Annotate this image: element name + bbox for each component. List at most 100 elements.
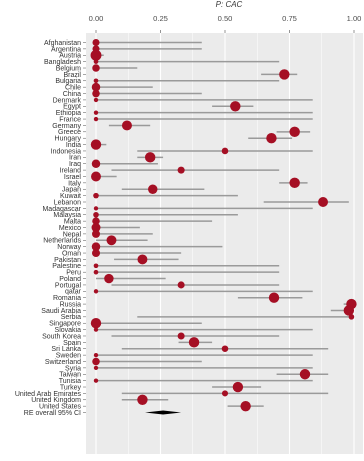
point-estimate <box>348 314 355 320</box>
country-label: Japan <box>62 187 81 194</box>
point-estimate <box>137 254 148 265</box>
point-estimate <box>93 269 99 275</box>
country-label: Peru <box>66 270 81 277</box>
point-estimate <box>230 101 241 112</box>
point-estimate <box>144 152 156 163</box>
country-label: Poland <box>59 276 81 283</box>
x-axis-title: P: CAC <box>216 0 243 9</box>
point-estimates <box>90 38 357 412</box>
grid-lines <box>95 33 355 454</box>
point-estimate <box>93 59 99 64</box>
x-tick-label: 1.00 <box>347 14 362 23</box>
country-label: Indonesia <box>51 148 81 155</box>
country-label: Saudi Arabia <box>41 308 81 315</box>
point-estimate <box>240 400 251 412</box>
country-label: Slovakia <box>55 327 82 334</box>
country-label: Iran <box>69 155 81 162</box>
point-estimate <box>122 120 132 131</box>
point-estimate <box>318 197 329 207</box>
country-label: France <box>59 116 81 123</box>
country-label: Norway <box>57 244 81 251</box>
country-label: United Arab Emirates <box>15 391 82 398</box>
point-estimate <box>93 327 99 332</box>
country-label: Germany <box>52 123 81 130</box>
point-estimate <box>90 139 102 150</box>
point-estimate <box>232 381 244 393</box>
point-estimate <box>93 116 99 122</box>
point-estimate <box>93 211 99 218</box>
point-estimate <box>92 89 100 98</box>
country-label: Nepal <box>63 231 82 238</box>
point-estimate <box>104 273 114 284</box>
point-estimate <box>92 64 100 72</box>
point-estimate <box>92 229 100 238</box>
country-label: Malta <box>64 219 81 226</box>
country-label: Ireland <box>60 168 82 175</box>
country-label: Afghanistan <box>44 40 81 47</box>
country-label: Israel <box>64 174 82 181</box>
country-label: Ethiopia <box>56 110 81 117</box>
point-estimate <box>221 147 229 155</box>
country-label: Hungary <box>55 136 82 143</box>
point-estimate <box>148 184 158 194</box>
point-estimate <box>90 318 102 329</box>
point-estimate <box>93 206 99 211</box>
point-estimate <box>92 38 100 47</box>
country-label: China <box>63 91 81 98</box>
point-estimate <box>91 242 101 251</box>
country-label: Malaysia <box>53 212 81 219</box>
point-estimate <box>92 249 100 258</box>
point-estimate <box>93 192 99 199</box>
country-label: Egypt <box>63 104 81 111</box>
country-label: Bangladesh <box>44 59 81 66</box>
country-label: Iraq <box>69 161 81 168</box>
country-label: Sweden <box>56 353 81 360</box>
country-label: Pakistan <box>54 257 81 264</box>
country-label: Portugal <box>55 282 82 289</box>
summary-estimate: RE overall 95% CI <box>24 410 182 417</box>
country-label: qatar <box>65 289 82 296</box>
country-label: Turkey <box>60 384 82 391</box>
country-label: Denmark <box>53 97 82 104</box>
country-label: Romania <box>53 295 81 302</box>
country-label: Chile <box>65 85 81 92</box>
country-label: Italy <box>68 180 81 187</box>
country-labels: AfghanistanArgentinaAustriaBangladeshBel… <box>15 40 86 411</box>
country-label: Singapore <box>49 321 81 328</box>
country-label: United Kingdom <box>31 397 81 404</box>
country-label: Taiwan <box>59 372 81 379</box>
point-estimate <box>106 235 117 246</box>
country-label: Austria <box>59 53 81 60</box>
point-estimate <box>299 369 311 380</box>
country-label: Russia <box>60 301 82 308</box>
point-estimate <box>177 281 185 289</box>
point-estimate <box>221 390 229 397</box>
country-label: Netherlands <box>43 238 81 245</box>
point-estimate <box>137 394 148 405</box>
country-label: Greece <box>58 129 81 136</box>
country-label: Palestine <box>52 263 81 270</box>
country-label: Bulgaria <box>55 78 81 85</box>
x-tick-label: 0.75 <box>282 14 297 23</box>
point-estimate <box>93 78 99 84</box>
x-tick-label: 0.00 <box>89 14 104 23</box>
country-label: Spain <box>63 340 81 347</box>
point-estimate <box>91 159 101 168</box>
summary-label: RE overall 95% CI <box>24 410 81 417</box>
country-label: India <box>66 142 81 149</box>
country-label: Oman <box>62 250 81 257</box>
country-label: Belgium <box>56 65 81 72</box>
point-estimate <box>93 378 99 383</box>
point-estimate <box>91 223 101 233</box>
x-tick-label: 0.25 <box>153 14 168 23</box>
point-estimate <box>268 292 280 303</box>
country-label: Switzerland <box>45 359 81 366</box>
point-estimate <box>279 69 290 80</box>
point-estimate <box>177 332 185 340</box>
summary-diamond <box>145 410 182 415</box>
point-estimate <box>221 345 229 353</box>
x-tick-label: 0.50 <box>218 14 233 23</box>
x-tick-labels: 0.00 0.25 0.50 0.75 1.00 <box>89 14 362 33</box>
